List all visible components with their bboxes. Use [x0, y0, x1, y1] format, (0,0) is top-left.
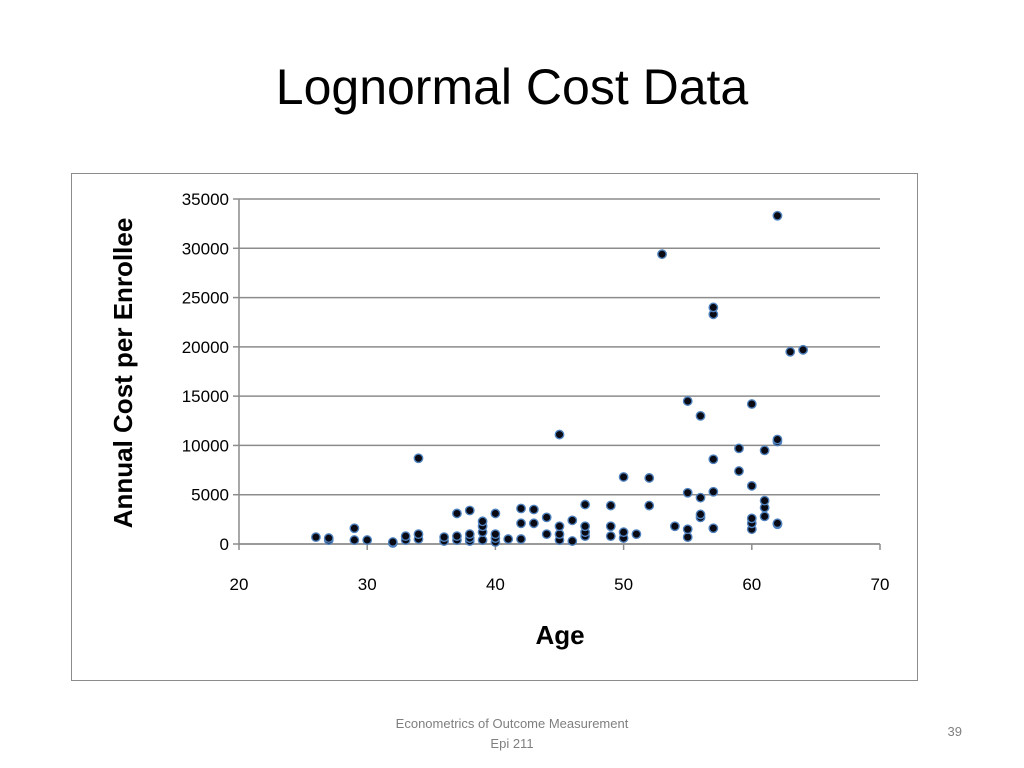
data-point [669, 521, 680, 532]
x-tick-label: 30 [358, 575, 377, 594]
y-tick-label: 0 [220, 535, 229, 554]
y-tick-label: 30000 [182, 239, 229, 258]
data-point [311, 532, 321, 542]
y-tick-label: 5000 [191, 486, 229, 505]
data-point [528, 518, 539, 529]
data-point [772, 210, 783, 221]
data-point [631, 529, 642, 540]
data-point [772, 518, 783, 529]
data-point [644, 473, 655, 483]
page-number: 39 [947, 724, 962, 739]
data-point [567, 515, 578, 526]
data-point [554, 429, 565, 440]
footer-course-code: Epi 211 [490, 736, 534, 751]
footer-course: Econometrics of Outcome Measurement [395, 716, 629, 731]
x-axis-label: Age [535, 620, 584, 650]
y-axis-label: Annual Cost per Enrollee [108, 218, 138, 529]
data-point [682, 532, 693, 542]
data-points [311, 210, 808, 548]
data-point [464, 529, 475, 540]
data-point [708, 302, 719, 313]
data-point [413, 453, 424, 464]
data-point [695, 410, 706, 421]
axes: 0 5000 10000 15000 20000 25000 30000 35000 20 30 4… [182, 190, 890, 594]
x-tick-label: 50 [614, 575, 633, 594]
data-point [746, 399, 757, 409]
data-point [554, 529, 565, 540]
data-point [695, 509, 706, 520]
y-tick-label: 15000 [182, 387, 229, 406]
data-point [516, 518, 526, 529]
slide-title: Lognormal Cost Data [275, 59, 749, 115]
data-point [759, 511, 770, 522]
data-point [605, 531, 616, 542]
data-point [682, 524, 693, 535]
data-point [528, 504, 539, 515]
y-tick-label: 10000 [182, 436, 229, 455]
data-point [567, 536, 578, 546]
data-point [362, 535, 373, 545]
x-tick-label: 70 [871, 575, 890, 594]
chart-frame: 0 5000 10000 15000 20000 25000 30000 35000 20 30 4… [71, 173, 918, 681]
data-point [554, 521, 565, 532]
data-point [682, 396, 693, 406]
data-point [618, 472, 629, 482]
data-point [708, 486, 719, 497]
data-point [452, 531, 462, 542]
data-point [605, 521, 616, 532]
data-point [708, 523, 719, 534]
data-point [541, 512, 552, 523]
data-point [695, 492, 706, 503]
data-point [464, 505, 475, 516]
data-point [657, 249, 667, 260]
data-point [490, 529, 501, 540]
data-point [516, 534, 526, 544]
y-tick-label: 20000 [182, 338, 229, 357]
y-tick-label: 25000 [182, 289, 229, 308]
data-point [387, 537, 398, 547]
data-point [618, 527, 629, 538]
data-point [759, 495, 770, 506]
gridlines [239, 198, 880, 545]
slide-footer: Econometrics of Outcome Measurement Epi … [312, 714, 712, 754]
data-point [439, 532, 450, 542]
data-point [452, 508, 462, 519]
data-point [503, 534, 514, 544]
data-point [516, 503, 526, 514]
data-point [541, 529, 552, 540]
data-point [477, 516, 488, 527]
data-point [349, 535, 360, 545]
data-point [682, 487, 693, 498]
data-point [413, 529, 424, 540]
data-point [785, 346, 796, 357]
data-point [580, 499, 591, 510]
y-tick-label: 35000 [182, 190, 229, 209]
data-point [734, 443, 744, 454]
data-point [400, 531, 411, 542]
data-point [746, 513, 757, 524]
data-point [798, 344, 808, 355]
data-point [477, 535, 488, 545]
data-point [605, 500, 616, 511]
data-point [644, 500, 655, 511]
data-point [708, 454, 719, 465]
data-point [580, 521, 591, 532]
data-point [349, 523, 360, 534]
x-tick-label: 40 [486, 575, 505, 594]
data-point [490, 508, 501, 519]
data-point [746, 480, 757, 491]
data-point [323, 533, 334, 543]
data-point [772, 434, 783, 445]
data-point [734, 466, 744, 476]
data-point [759, 445, 770, 456]
scatter-chart: 0 5000 10000 15000 20000 25000 30000 35000 20 30 4… [108, 190, 890, 650]
x-tick-label: 20 [230, 575, 249, 594]
x-tick-label: 60 [742, 575, 761, 594]
